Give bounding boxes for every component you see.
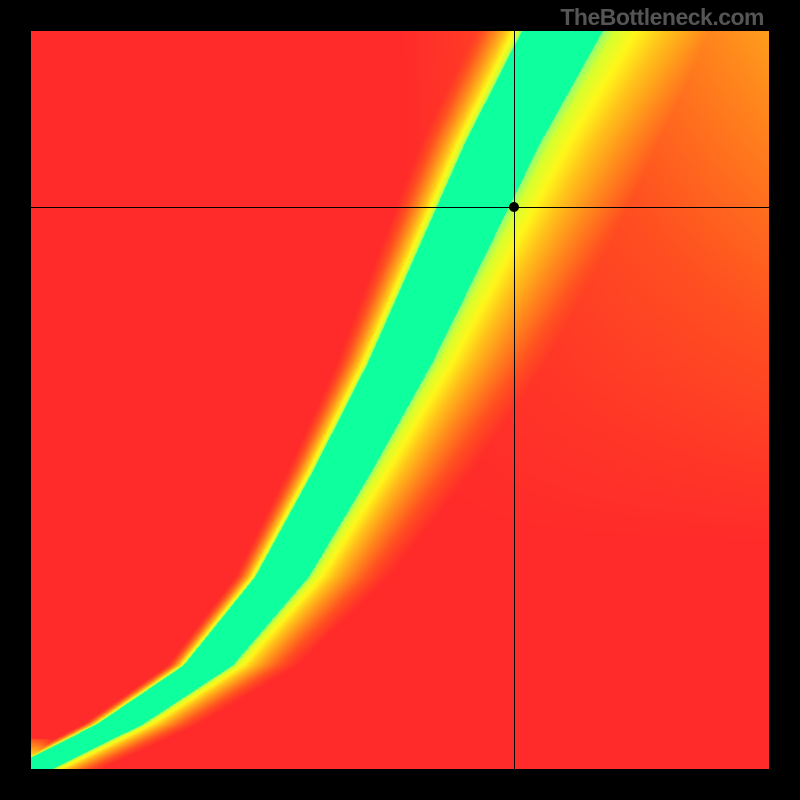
heatmap-canvas (31, 31, 769, 769)
crosshair-vertical (514, 31, 515, 769)
watermark-text: TheBottleneck.com (560, 4, 764, 31)
bottleneck-heatmap (31, 31, 769, 769)
crosshair-horizontal (31, 207, 769, 208)
crosshair-marker (509, 202, 519, 212)
